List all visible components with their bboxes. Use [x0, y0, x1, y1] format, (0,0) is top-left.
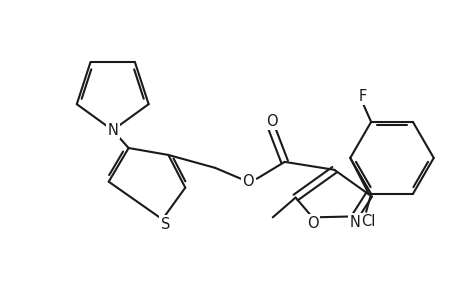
Text: N: N: [107, 123, 118, 138]
Text: N: N: [349, 215, 360, 230]
Text: O: O: [241, 174, 253, 189]
Text: O: O: [265, 114, 277, 129]
Text: S: S: [160, 217, 170, 232]
Text: F: F: [358, 88, 367, 104]
Text: O: O: [306, 216, 318, 231]
Text: Cl: Cl: [360, 214, 375, 229]
